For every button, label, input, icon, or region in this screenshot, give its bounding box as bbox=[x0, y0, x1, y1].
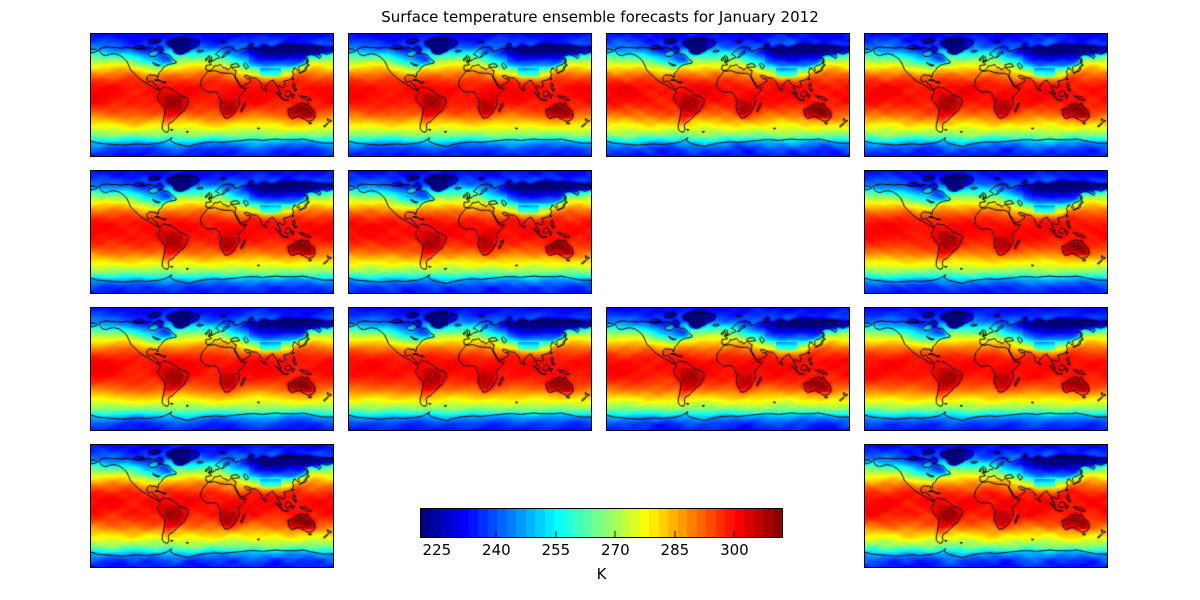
colorbar-tick-label-300: 300 bbox=[720, 541, 749, 559]
temperature-map-canvas bbox=[348, 170, 592, 294]
colorbar-tick-label-255: 255 bbox=[541, 541, 571, 559]
temperature-map-canvas bbox=[348, 33, 592, 157]
colorbar-unit-label: K bbox=[596, 565, 607, 583]
colorbar-gradient bbox=[420, 508, 783, 538]
temperature-map-canvas bbox=[90, 307, 334, 431]
ensemble-member-map-r2c1 bbox=[90, 170, 334, 294]
ensemble-member-map-r2c2 bbox=[348, 170, 592, 294]
colorbar: 225 240 255 270 285 300 K bbox=[420, 508, 783, 588]
colorbar-tick-label-240: 240 bbox=[482, 541, 511, 559]
ensemble-member-map-r1c2 bbox=[348, 33, 592, 157]
colorbar-tick-label-270: 270 bbox=[601, 541, 630, 559]
temperature-map-canvas bbox=[90, 444, 334, 568]
ensemble-member-map-r2c4 bbox=[864, 170, 1108, 294]
temperature-map-canvas bbox=[90, 33, 334, 157]
ensemble-member-map-r1c3 bbox=[606, 33, 850, 157]
ensemble-member-map-r4c1 bbox=[90, 444, 334, 568]
temperature-map-canvas bbox=[348, 307, 592, 431]
ensemble-member-map-r3c2 bbox=[348, 307, 592, 431]
ensemble-member-map-r4c4 bbox=[864, 444, 1108, 568]
temperature-map-canvas bbox=[864, 33, 1108, 157]
temperature-map-canvas bbox=[864, 444, 1108, 568]
ensemble-member-map-r3c1 bbox=[90, 307, 334, 431]
ensemble-member-map-r3c4 bbox=[864, 307, 1108, 431]
colorbar-tick-label-225: 225 bbox=[422, 541, 452, 559]
temperature-map-canvas bbox=[90, 170, 334, 294]
temperature-map-canvas bbox=[864, 170, 1108, 294]
colorbar-tick-label-285: 285 bbox=[660, 541, 690, 559]
temperature-map-canvas bbox=[606, 33, 850, 157]
temperature-map-canvas bbox=[864, 307, 1108, 431]
ensemble-member-map-r3c3 bbox=[606, 307, 850, 431]
temperature-map-canvas bbox=[606, 307, 850, 431]
ensemble-member-map-r1c4 bbox=[864, 33, 1108, 157]
ensemble-member-map-r1c1 bbox=[90, 33, 334, 157]
figure-title: Surface temperature ensemble forecasts f… bbox=[381, 8, 819, 26]
